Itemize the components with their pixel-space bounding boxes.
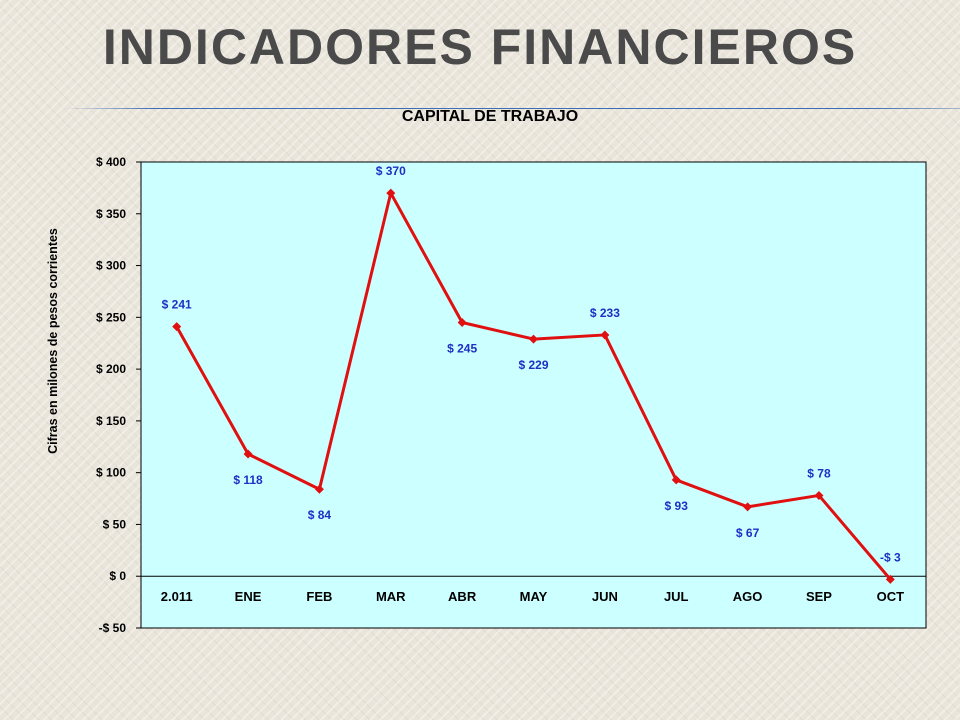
data-point <box>386 188 396 198</box>
data-point <box>814 490 824 500</box>
data-point <box>671 475 681 485</box>
data-point <box>600 330 610 340</box>
data-label: $ 67 <box>736 526 760 540</box>
data-label: $ 233 <box>590 306 620 320</box>
data-point <box>743 502 753 512</box>
x-tick-label: OCT <box>877 589 905 604</box>
x-tick-label: FEB <box>306 589 332 604</box>
plot-area: -$ 50 $ 0 $ 50 $ 100 $ 150 $ 200 $ 250 $ 300 $ 3… <box>96 155 927 635</box>
x-tick-label: ABR <box>448 589 477 604</box>
slide-title: INDICADORES FINANCIEROS <box>102 19 858 75</box>
chart-title: CAPITAL DE TRABAJO <box>402 108 578 125</box>
x-tick-label: MAR <box>376 589 406 604</box>
y-tick-label: $ 0 <box>109 569 126 583</box>
data-point <box>172 322 182 332</box>
data-label: -$ 3 <box>880 550 901 564</box>
y-tick-label: $ 350 <box>96 207 126 221</box>
data-label: $ 245 <box>447 342 477 356</box>
y-axis-label: Cifras en milones de pesos corrientes <box>46 228 60 454</box>
y-tick-label: $ 50 <box>103 517 127 531</box>
data-label: $ 229 <box>518 358 548 372</box>
data-point <box>529 334 538 344</box>
data-label: $ 118 <box>233 473 263 487</box>
y-tick-label: $ 250 <box>96 310 126 324</box>
data-label: $ 84 <box>308 508 332 522</box>
x-tick-label: SEP <box>806 589 832 604</box>
y-tick-label: $ 150 <box>96 414 126 428</box>
y-tick-label: -$ 50 <box>99 621 127 635</box>
y-tick-label: $ 300 <box>96 259 126 273</box>
data-point <box>885 574 895 584</box>
data-label: $ 93 <box>665 499 689 513</box>
y-tick-label: $ 400 <box>96 155 126 169</box>
data-label: $ 370 <box>376 164 406 178</box>
x-tick-label: ENE <box>235 589 262 604</box>
data-point <box>314 484 324 494</box>
plot-background <box>140 161 927 629</box>
data-point <box>457 318 467 328</box>
title-underline <box>64 108 960 109</box>
x-tick-label: 2.011 <box>161 589 193 604</box>
y-tick-label: $ 200 <box>96 362 126 376</box>
data-label: $ 241 <box>162 298 192 312</box>
y-tick-label: $ 100 <box>96 466 126 480</box>
x-tick-label: JUN <box>592 589 618 604</box>
x-tick-label: MAY <box>520 589 548 604</box>
x-tick-label: JUL <box>664 589 689 604</box>
data-point <box>243 449 253 459</box>
x-tick-label: AGO <box>733 589 763 604</box>
data-label: $ 78 <box>807 466 831 480</box>
